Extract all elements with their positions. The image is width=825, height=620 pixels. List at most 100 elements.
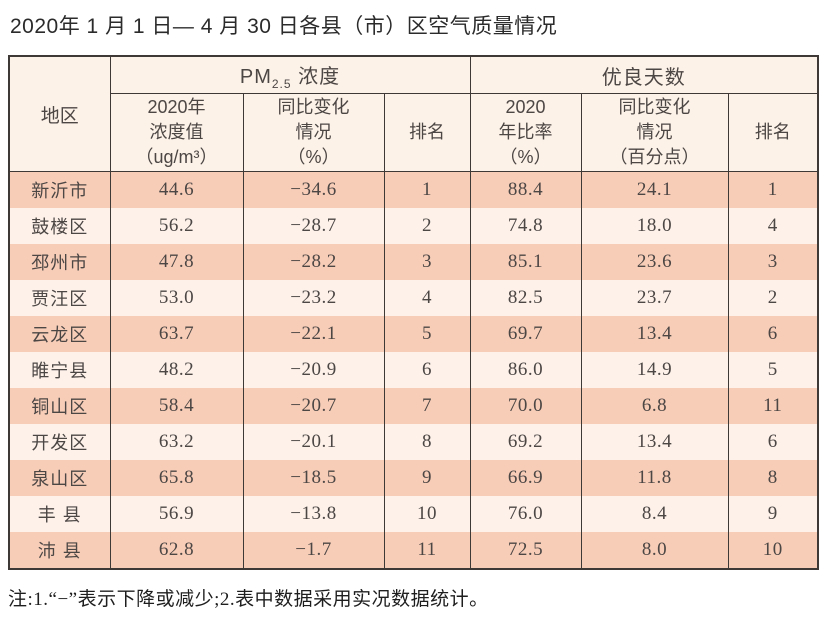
cell-pm-change: −20.9 bbox=[242, 352, 385, 388]
table-header: 地区 PM2.5 浓度 优良天数 2020年 浓度值 （ug/m³） 同比变化 … bbox=[8, 55, 819, 172]
cell-days-rate: 88.4 bbox=[469, 171, 582, 208]
cell-days-rate: 70.0 bbox=[469, 388, 582, 424]
cell-days-change: 6.8 bbox=[580, 388, 729, 424]
pm25-label-suffix: 浓度 bbox=[291, 65, 341, 88]
cell-pm-value: 63.2 bbox=[109, 424, 244, 460]
col-header-pm-value: 2020年 浓度值 （ug/m³） bbox=[109, 93, 244, 172]
col-header-days-rank: 排名 bbox=[727, 93, 819, 172]
col-group-pm25: PM2.5 浓度 bbox=[109, 55, 471, 94]
cell-region: 沛 县 bbox=[8, 532, 111, 569]
cell-days-rate: 86.0 bbox=[469, 352, 582, 388]
cell-pm-rank: 7 bbox=[383, 388, 471, 424]
cell-region: 鼓楼区 bbox=[8, 208, 111, 244]
cell-pm-rank: 2 bbox=[383, 208, 471, 244]
cell-pm-change: −28.2 bbox=[242, 244, 385, 280]
cell-days-rank: 8 bbox=[727, 460, 819, 496]
cell-days-rate: 66.9 bbox=[469, 460, 582, 496]
sub-header-row: 2020年 浓度值 （ug/m³） 同比变化 情况 （%） 排名 2020 年比… bbox=[9, 93, 819, 172]
pm25-label-prefix: PM bbox=[239, 65, 272, 88]
table-row: 丰 县 56.9 −13.8 10 76.0 8.4 9 bbox=[8, 496, 819, 532]
cell-days-rank: 6 bbox=[727, 424, 819, 460]
table-row: 云龙区 63.7 −22.1 5 69.7 13.4 6 bbox=[8, 316, 819, 352]
table-row: 睢宁县 48.2 −20.9 6 86.0 14.9 5 bbox=[8, 352, 819, 388]
cell-pm-change: −28.7 bbox=[242, 208, 385, 244]
col-header-days-change: 同比变化 情况 （百分点） bbox=[580, 93, 729, 172]
cell-pm-change: −22.1 bbox=[242, 316, 385, 352]
table-body: 新沂市 44.6 −34.6 1 88.4 24.1 1 鼓楼区 56.2 −2… bbox=[8, 171, 819, 569]
cell-pm-rank: 5 bbox=[383, 316, 471, 352]
col-header-pm-rank: 排名 bbox=[383, 93, 471, 172]
cell-region: 开发区 bbox=[8, 424, 111, 460]
cell-days-rate: 69.7 bbox=[469, 316, 582, 352]
cell-days-change: 8.0 bbox=[580, 532, 729, 569]
cell-days-change: 8.4 bbox=[580, 496, 729, 532]
col-header-days-rate: 2020 年比率 （%） bbox=[469, 93, 582, 172]
cell-days-rank: 1 bbox=[727, 171, 819, 208]
cell-days-rank: 2 bbox=[727, 280, 819, 316]
cell-days-rank: 3 bbox=[727, 244, 819, 280]
cell-region: 云龙区 bbox=[8, 316, 111, 352]
cell-days-rank: 4 bbox=[727, 208, 819, 244]
cell-days-change: 24.1 bbox=[580, 171, 729, 208]
cell-region: 邳州市 bbox=[8, 244, 111, 280]
table-row: 鼓楼区 56.2 −28.7 2 74.8 18.0 4 bbox=[8, 208, 819, 244]
cell-days-rate: 74.8 bbox=[469, 208, 582, 244]
col-header-pm-change: 同比变化 情况 （%） bbox=[242, 93, 385, 172]
cell-days-rank: 9 bbox=[727, 496, 819, 532]
cell-region: 铜山区 bbox=[8, 388, 111, 424]
cell-pm-value: 62.8 bbox=[109, 532, 244, 569]
cell-region: 丰 县 bbox=[8, 496, 111, 532]
air-quality-table: 地区 PM2.5 浓度 优良天数 2020年 浓度值 （ug/m³） 同比变化 … bbox=[8, 55, 819, 570]
cell-days-change: 11.8 bbox=[580, 460, 729, 496]
cell-pm-rank: 1 bbox=[383, 171, 471, 208]
cell-pm-rank: 3 bbox=[383, 244, 471, 280]
table-row: 贾汪区 53.0 −23.2 4 82.5 23.7 2 bbox=[8, 280, 819, 316]
cell-pm-value: 63.7 bbox=[109, 316, 244, 352]
cell-pm-change: −20.7 bbox=[242, 388, 385, 424]
table-row: 沛 县 62.8 −1.7 11 72.5 8.0 10 bbox=[8, 532, 819, 569]
cell-days-rate: 72.5 bbox=[469, 532, 582, 569]
cell-pm-rank: 10 bbox=[383, 496, 471, 532]
cell-pm-change: −34.6 bbox=[242, 171, 385, 208]
page-title: 2020年 1 月 1 日— 4 月 30 日各县（市）区空气质量情况 bbox=[10, 15, 558, 38]
cell-region: 贾汪区 bbox=[8, 280, 111, 316]
cell-pm-change: −20.1 bbox=[242, 424, 385, 460]
table-row: 开发区 63.2 −20.1 8 69.2 13.4 6 bbox=[8, 424, 819, 460]
cell-days-rank: 11 bbox=[727, 388, 819, 424]
cell-pm-change: −23.2 bbox=[242, 280, 385, 316]
cell-days-rate: 82.5 bbox=[469, 280, 582, 316]
cell-pm-change: −1.7 bbox=[242, 532, 385, 569]
cell-pm-rank: 4 bbox=[383, 280, 471, 316]
cell-region: 新沂市 bbox=[8, 171, 111, 208]
cell-days-rate: 76.0 bbox=[469, 496, 582, 532]
cell-pm-rank: 9 bbox=[383, 460, 471, 496]
cell-days-change: 13.4 bbox=[580, 424, 729, 460]
cell-days-rank: 10 bbox=[727, 532, 819, 569]
cell-pm-value: 48.2 bbox=[109, 352, 244, 388]
cell-days-change: 18.0 bbox=[580, 208, 729, 244]
cell-pm-change: −13.8 bbox=[242, 496, 385, 532]
table-row: 铜山区 58.4 −20.7 7 70.0 6.8 11 bbox=[8, 388, 819, 424]
cell-pm-rank: 8 bbox=[383, 424, 471, 460]
pm25-label-subscript: 2.5 bbox=[271, 76, 292, 91]
cell-pm-value: 65.8 bbox=[109, 460, 244, 496]
footnote: 注:1.“−”表示下降或减少;2.表中数据采用实况数据统计。 bbox=[8, 589, 489, 610]
group-header-row: 地区 PM2.5 浓度 优良天数 bbox=[8, 55, 819, 172]
cell-region: 睢宁县 bbox=[8, 352, 111, 388]
cell-region: 泉山区 bbox=[8, 460, 111, 496]
cell-pm-value: 56.9 bbox=[109, 496, 244, 532]
cell-days-change: 14.9 bbox=[580, 352, 729, 388]
table-row: 泉山区 65.8 −18.5 9 66.9 11.8 8 bbox=[8, 460, 819, 496]
table-row: 邳州市 47.8 −28.2 3 85.1 23.6 3 bbox=[8, 244, 819, 280]
cell-days-rate: 69.2 bbox=[469, 424, 582, 460]
col-header-region: 地区 bbox=[8, 55, 111, 172]
cell-days-change: 23.7 bbox=[580, 280, 729, 316]
cell-pm-value: 47.8 bbox=[109, 244, 244, 280]
cell-days-rank: 5 bbox=[727, 352, 819, 388]
cell-pm-change: −18.5 bbox=[242, 460, 385, 496]
cell-pm-rank: 11 bbox=[383, 532, 471, 569]
cell-days-change: 13.4 bbox=[580, 316, 729, 352]
cell-pm-value: 44.6 bbox=[109, 171, 244, 208]
cell-pm-value: 53.0 bbox=[109, 280, 244, 316]
